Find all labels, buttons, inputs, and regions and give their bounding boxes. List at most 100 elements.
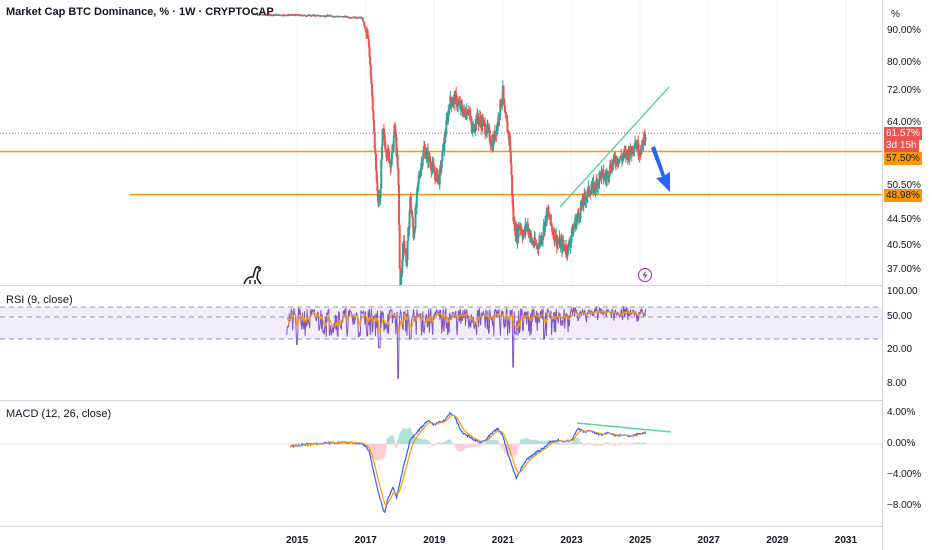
candle-body <box>604 175 607 179</box>
candle-body <box>582 195 585 206</box>
rsi-pane[interactable]: RSI (9, close) <box>0 286 882 400</box>
candle-body <box>556 242 559 247</box>
candle-body <box>482 120 485 122</box>
macd-histogram-bar <box>636 442 639 444</box>
candle-body <box>318 15 321 17</box>
candle-body <box>579 207 582 219</box>
rsi-axis-tick: 50.00 <box>887 311 913 322</box>
candle-body <box>324 16 327 18</box>
candle-body <box>386 156 389 158</box>
candle-body <box>397 168 400 185</box>
candle-body <box>281 14 284 16</box>
price-axis-tick: 80.00% <box>887 56 921 68</box>
macd-histogram-bar <box>341 443 344 444</box>
candle-body <box>554 240 557 242</box>
macd-histogram-bar <box>350 443 353 445</box>
candle-body <box>608 174 611 178</box>
macd-pane[interactable]: MACD (12, 26, close) <box>0 401 882 526</box>
candle-body <box>607 171 610 179</box>
candle-body <box>584 194 587 198</box>
candle-body <box>644 136 647 141</box>
macd-histogram-bar <box>595 444 598 446</box>
candle-body <box>412 226 415 239</box>
candle-body <box>423 147 426 149</box>
candle-body <box>332 15 335 17</box>
candle-body <box>580 207 583 209</box>
macd-histogram-bar <box>586 443 589 444</box>
macd-histogram-bar <box>561 444 564 446</box>
macd-histogram-bar <box>498 444 501 446</box>
macd-histogram-bar <box>553 442 556 444</box>
macd-chart[interactable] <box>0 401 882 526</box>
candle-body <box>488 128 491 130</box>
macd-histogram-bar <box>289 444 292 445</box>
candle-body <box>578 215 581 219</box>
candle-body <box>405 251 408 264</box>
candle-body <box>361 17 364 21</box>
macd-histogram-bar <box>481 444 484 445</box>
time-axis-tick: 2021 <box>491 535 515 546</box>
pane-separator-2[interactable] <box>0 400 882 401</box>
price-chart[interactable] <box>0 0 882 285</box>
candle-body <box>258 14 261 16</box>
candle-body <box>460 102 463 106</box>
candle-body <box>356 17 359 19</box>
candle-body <box>622 151 625 157</box>
rsi-line <box>286 305 647 379</box>
candle-body <box>352 17 355 19</box>
candle-body <box>502 85 505 99</box>
candle-body <box>595 179 598 190</box>
candle-body <box>390 164 393 168</box>
macd-histogram-bar <box>582 444 585 446</box>
candle-body <box>443 137 446 151</box>
macd-histogram-bar <box>442 441 445 444</box>
candle-body <box>545 208 548 222</box>
rsi-chart[interactable] <box>0 286 882 400</box>
candle-body <box>375 154 378 171</box>
time-axis-tick: 2031 <box>834 535 858 546</box>
macd-histogram-bar <box>483 443 486 444</box>
candle-body <box>528 229 531 237</box>
candle-body <box>472 124 475 132</box>
time-axis[interactable]: 2015 2017 2019 2021 2023 2025 2027 2029 2031 <box>0 527 882 550</box>
candle-body <box>273 14 276 16</box>
candle-body <box>591 182 594 188</box>
candle-body <box>432 162 435 167</box>
macd-histogram-bar <box>327 444 330 445</box>
pane-separator-1[interactable] <box>0 285 882 286</box>
macd-histogram-bar <box>497 442 500 444</box>
candle-body <box>287 14 290 16</box>
percent-unit-label: % <box>891 9 900 20</box>
candle-body <box>284 14 287 16</box>
candle-body <box>375 170 378 181</box>
macd-histogram-bar <box>343 443 346 444</box>
candle-body <box>557 242 560 244</box>
macd-histogram-bar <box>343 444 346 445</box>
macd-histogram-bar <box>597 444 600 447</box>
candle-body <box>414 207 417 228</box>
macd-histogram-bar <box>620 443 623 445</box>
candle-body <box>595 179 598 181</box>
time-axis-tick: 2027 <box>697 535 720 546</box>
time-axis-tick: 2029 <box>766 535 789 546</box>
candle-body <box>346 16 349 18</box>
lightning-icon[interactable] <box>637 267 653 283</box>
candle-body <box>449 96 452 102</box>
candle-body <box>436 176 439 183</box>
macd-histogram-bar <box>333 444 336 445</box>
macd-histogram-bar <box>451 443 454 444</box>
candle-body <box>530 233 533 238</box>
macd-histogram-bar <box>331 443 334 444</box>
macd-histogram-bar <box>518 444 521 445</box>
candle-body <box>526 223 529 232</box>
candle-body <box>384 140 387 150</box>
candle-body <box>632 146 635 151</box>
candle-body <box>413 227 416 233</box>
candle-body <box>388 152 391 163</box>
candle-body <box>432 166 435 173</box>
price-pane[interactable]: Market Cap BTC Dominance, % · 1W · CRYPT… <box>0 0 882 285</box>
candle-body <box>438 168 441 185</box>
candle-body <box>369 65 372 76</box>
candle-body <box>363 25 366 28</box>
candle-body <box>441 150 444 161</box>
